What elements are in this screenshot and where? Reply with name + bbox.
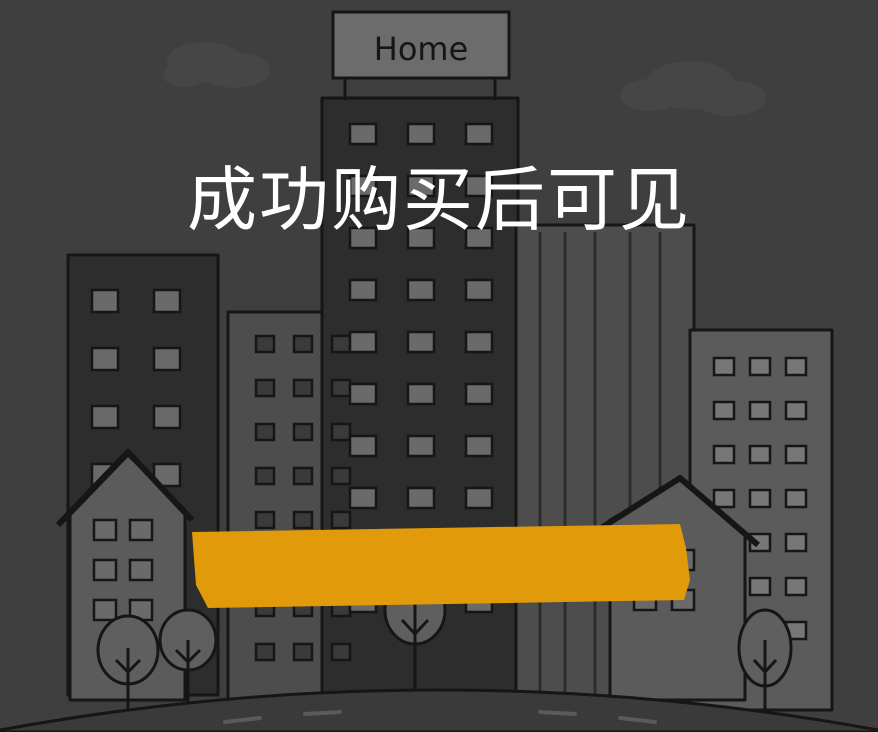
window: [154, 406, 180, 428]
window: [466, 280, 492, 300]
window: [294, 468, 312, 484]
window: [294, 380, 312, 396]
window: [714, 402, 734, 419]
window: [466, 436, 492, 456]
window: [94, 520, 116, 540]
sign-label: Home: [374, 30, 469, 68]
window: [350, 488, 376, 508]
window: [256, 424, 274, 440]
window: [750, 402, 770, 419]
window: [750, 490, 770, 507]
window: [332, 380, 350, 396]
window: [786, 358, 806, 375]
window: [294, 336, 312, 352]
window: [786, 534, 806, 551]
window: [332, 644, 350, 660]
window: [786, 490, 806, 507]
window: [92, 290, 118, 312]
window: [256, 380, 274, 396]
window: [466, 488, 492, 508]
window: [256, 644, 274, 660]
window: [92, 406, 118, 428]
window: [786, 402, 806, 419]
window: [332, 468, 350, 484]
window: [714, 490, 734, 507]
redaction-bar: [192, 524, 690, 608]
window: [332, 424, 350, 440]
window: [94, 600, 116, 620]
window: [350, 124, 376, 144]
window: [466, 124, 492, 144]
window: [466, 332, 492, 352]
window: [786, 446, 806, 463]
window: [408, 280, 434, 300]
window: [256, 336, 274, 352]
window: [408, 124, 434, 144]
window: [750, 446, 770, 463]
window: [750, 578, 770, 595]
window: [714, 358, 734, 375]
window: [408, 488, 434, 508]
window: [294, 644, 312, 660]
window: [408, 436, 434, 456]
window: [786, 578, 806, 595]
window: [350, 332, 376, 352]
window: [130, 520, 152, 540]
window: [408, 384, 434, 404]
locked-message: 成功购买后可见: [0, 158, 878, 242]
window: [154, 348, 180, 370]
window: [332, 512, 350, 528]
window: [350, 436, 376, 456]
window: [256, 512, 274, 528]
window: [94, 560, 116, 580]
window: [408, 332, 434, 352]
window: [714, 446, 734, 463]
window: [294, 424, 312, 440]
window: [92, 348, 118, 370]
window: [256, 468, 274, 484]
window: [350, 280, 376, 300]
window: [466, 384, 492, 404]
window: [750, 358, 770, 375]
window: [294, 512, 312, 528]
window: [332, 336, 350, 352]
window: [350, 384, 376, 404]
window: [130, 560, 152, 580]
window: [154, 290, 180, 312]
